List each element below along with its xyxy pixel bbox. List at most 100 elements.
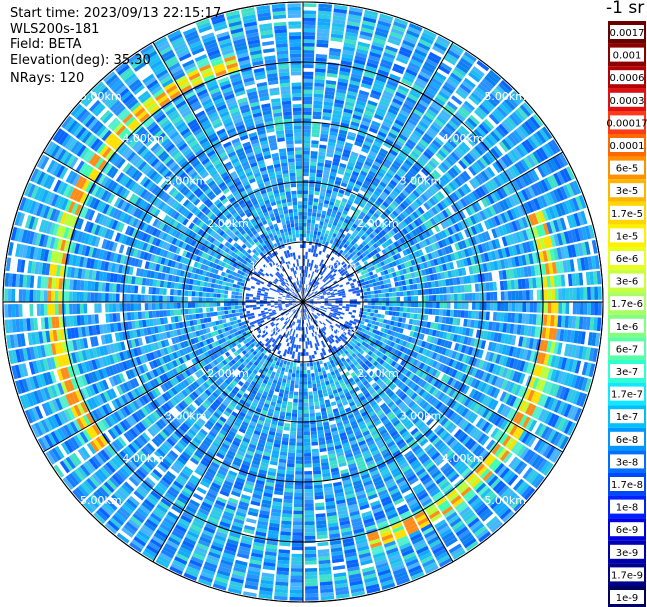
ray-gate	[396, 306, 401, 312]
ray-gate	[425, 177, 434, 186]
ray-gate	[326, 76, 337, 82]
ray-gate	[336, 88, 347, 94]
ray-gate	[384, 158, 393, 166]
ray-gate	[308, 395, 314, 399]
ray-gate	[327, 142, 336, 147]
ray-gate	[332, 110, 342, 116]
ray-gate	[339, 249, 344, 255]
ray-gate	[346, 232, 352, 238]
ray-gate	[306, 355, 309, 360]
ray-gate	[420, 204, 428, 213]
ray-gate	[406, 139, 417, 147]
ray-gate	[320, 188, 327, 193]
ray-gate	[317, 21, 331, 27]
ray-gate	[315, 502, 325, 507]
ray-gate	[305, 568, 318, 572]
ray-gate	[318, 279, 323, 284]
ray-gate	[410, 132, 421, 141]
ray-gate	[474, 63, 488, 74]
ray-gate	[375, 247, 382, 253]
ray-gate	[463, 77, 476, 89]
ray-gate	[313, 284, 317, 288]
ray-gate	[386, 195, 394, 203]
ray-gate	[500, 302, 505, 312]
ray-gate	[303, 295, 305, 299]
ray-gate	[319, 191, 326, 197]
ray-gate	[360, 305, 365, 308]
ray-gate	[303, 86, 313, 90]
ray-gate	[407, 302, 411, 307]
ray-gate	[333, 12, 347, 18]
ray-gate	[402, 39, 416, 48]
ray-gate	[348, 128, 358, 134]
ray-gate	[317, 231, 322, 236]
ray-gate	[312, 459, 320, 464]
ray-gate	[304, 445, 311, 450]
ray-gate	[392, 210, 399, 217]
ray-gate	[414, 48, 427, 58]
ray-gate	[469, 114, 480, 126]
ray-gate	[364, 249, 370, 255]
ray-gate	[362, 20, 376, 27]
ray-gate	[426, 188, 434, 197]
ray-gate	[356, 307, 361, 311]
ray-gate	[303, 89, 313, 94]
ray-gate	[450, 43, 464, 54]
ray-gate	[518, 313, 523, 324]
ray-gate	[398, 49, 411, 58]
ray-gate	[371, 230, 378, 237]
ray-gate	[303, 147, 310, 151]
ray-gate	[427, 174, 436, 183]
ray-gate	[392, 98, 403, 106]
ray-gate	[314, 291, 318, 295]
ray-gate	[444, 171, 454, 181]
ray-gate	[314, 372, 319, 377]
ray-gate	[311, 293, 315, 297]
ray-gate	[472, 293, 476, 301]
ray-gate	[330, 168, 338, 174]
ray-gate	[304, 262, 307, 267]
ray-gate	[355, 180, 363, 187]
ray-gate	[308, 190, 314, 195]
ray-gate	[360, 186, 367, 193]
ray-gate	[400, 178, 409, 187]
ray-gate	[461, 80, 474, 91]
ray-gate	[303, 150, 310, 155]
ray-gate	[313, 230, 318, 235]
ray-gate	[362, 217, 369, 224]
ray-gate	[429, 142, 440, 152]
ray-gate	[379, 181, 387, 188]
ray-gate	[305, 589, 319, 594]
ray-gate	[407, 118, 418, 127]
ray-gate	[304, 514, 315, 518]
ray-gate	[392, 292, 397, 297]
ray-gate	[403, 36, 417, 45]
ray-gate	[407, 65, 419, 74]
ray-gate	[399, 192, 407, 200]
ray-gate	[420, 117, 431, 127]
ray-gate	[509, 114, 520, 126]
ray-gate	[309, 278, 312, 282]
ray-gate	[356, 256, 361, 262]
ray-gate	[359, 249, 365, 254]
ray-gate	[356, 299, 361, 302]
ray-gate	[306, 266, 309, 270]
ray-gate	[424, 111, 435, 121]
ray-gate	[392, 297, 397, 302]
ray-gate	[410, 296, 415, 302]
ray-gate	[361, 257, 367, 263]
ray-gate	[303, 3, 317, 8]
ray-gate	[353, 229, 360, 235]
ray-gate	[312, 111, 322, 116]
ray-gate	[408, 61, 421, 71]
ray-gate	[416, 159, 425, 168]
ray-gate	[371, 294, 375, 298]
ray-gate	[381, 220, 388, 227]
ray-gate	[402, 227, 409, 235]
ray-gate	[318, 202, 324, 207]
ray-gate	[484, 152, 495, 164]
ray-gate	[327, 69, 338, 75]
ray-gate	[334, 250, 339, 256]
ray-gate	[339, 228, 344, 234]
ray-gate	[380, 229, 387, 236]
